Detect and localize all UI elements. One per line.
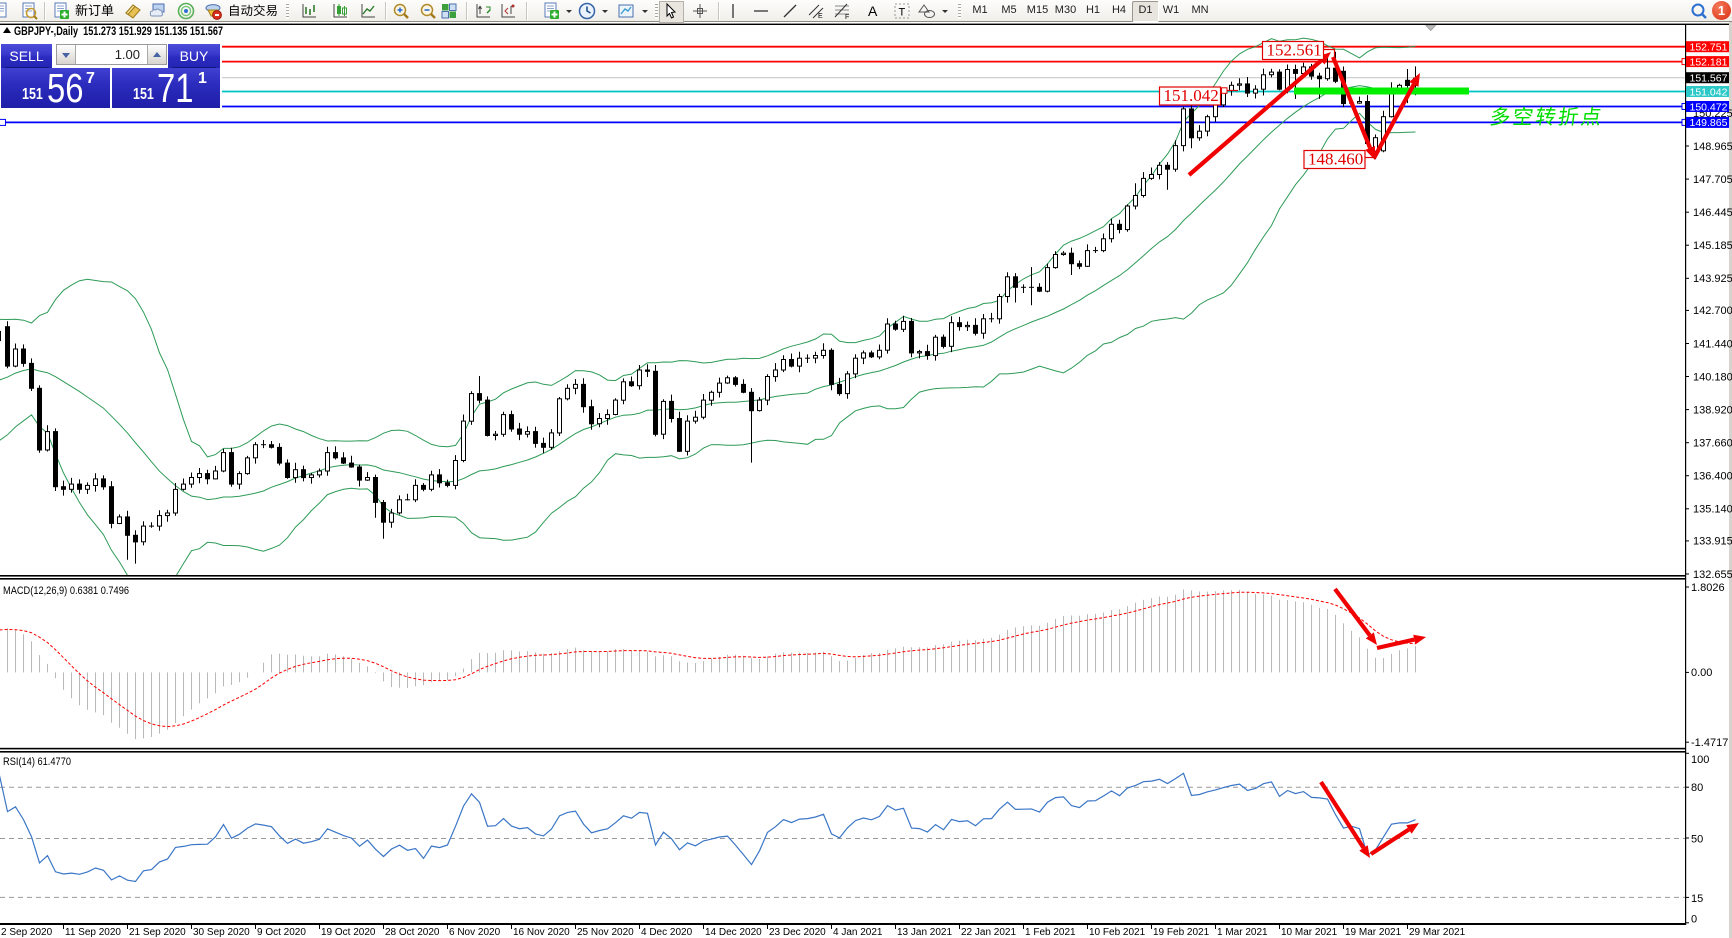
svg-text:1.8026: 1.8026	[1691, 582, 1725, 594]
svg-text:16 Nov 2020: 16 Nov 2020	[513, 927, 570, 938]
svg-text:E: E	[818, 13, 823, 20]
svg-text:25 Nov 2020: 25 Nov 2020	[577, 927, 634, 938]
svg-text:0: 0	[1691, 913, 1697, 925]
svg-text:19 Mar 2021: 19 Mar 2021	[1345, 927, 1402, 938]
svg-text:50: 50	[1691, 833, 1703, 845]
svg-text:21 Sep 2020: 21 Sep 2020	[129, 927, 186, 938]
svg-text:151.042: 151.042	[1690, 86, 1728, 98]
svg-text:6 Nov 2020: 6 Nov 2020	[449, 927, 501, 938]
svg-text:14 Dec 2020: 14 Dec 2020	[705, 927, 762, 938]
svg-text:151.567: 151.567	[1690, 73, 1728, 85]
svg-text:152.181: 152.181	[1690, 56, 1728, 68]
svg-text:149.865: 149.865	[1690, 117, 1728, 129]
svg-text:19 Feb 2021: 19 Feb 2021	[1153, 927, 1210, 938]
svg-text:140.180: 140.180	[1693, 371, 1732, 383]
svg-text:22 Jan 2021: 22 Jan 2021	[961, 927, 1016, 938]
svg-text:145.185: 145.185	[1693, 240, 1732, 252]
svg-text:147.705: 147.705	[1693, 174, 1732, 186]
svg-text:1 Feb 2021: 1 Feb 2021	[1025, 927, 1076, 938]
svg-text:150.472: 150.472	[1690, 101, 1728, 113]
svg-text:-1.4717: -1.4717	[1691, 737, 1728, 749]
svg-text:30 Sep 2020: 30 Sep 2020	[193, 927, 250, 938]
svg-text:80: 80	[1691, 782, 1703, 794]
svg-text:148.965: 148.965	[1693, 141, 1732, 153]
svg-text:T: T	[899, 7, 906, 19]
svg-text:148.460: 148.460	[1308, 150, 1363, 169]
svg-text:152.561: 152.561	[1267, 41, 1322, 60]
svg-text:137.660: 137.660	[1693, 438, 1732, 450]
svg-text:0.00: 0.00	[1691, 667, 1712, 679]
svg-text:100: 100	[1691, 754, 1709, 766]
svg-text:10 Mar 2021: 10 Mar 2021	[1281, 927, 1338, 938]
svg-text:2 Sep 2020: 2 Sep 2020	[1, 927, 53, 938]
svg-text:132.655: 132.655	[1693, 569, 1732, 581]
svg-text:15: 15	[1691, 893, 1703, 905]
svg-text:GBPJPY-,Daily 151.273 151.929: GBPJPY-,Daily 151.273 151.929 151.135 15…	[14, 24, 223, 38]
svg-text:146.445: 146.445	[1693, 207, 1732, 219]
svg-text:F: F	[845, 14, 849, 20]
svg-text:133.915: 133.915	[1693, 536, 1732, 548]
svg-text:143.925: 143.925	[1693, 273, 1732, 285]
svg-text:135.140: 135.140	[1693, 504, 1732, 516]
svg-text:136.400: 136.400	[1693, 471, 1732, 483]
svg-text:28 Oct 2020: 28 Oct 2020	[385, 927, 440, 938]
svg-text:1 Mar 2021: 1 Mar 2021	[1217, 927, 1268, 938]
svg-text:29 Mar 2021: 29 Mar 2021	[1409, 927, 1466, 938]
svg-text:141.440: 141.440	[1693, 338, 1732, 350]
svg-text:142.700: 142.700	[1693, 305, 1732, 317]
svg-text:19 Oct 2020: 19 Oct 2020	[321, 927, 376, 938]
svg-text:151.042: 151.042	[1164, 86, 1219, 105]
svg-text:138.920: 138.920	[1693, 404, 1732, 416]
svg-text:13 Jan 2021: 13 Jan 2021	[897, 927, 952, 938]
svg-text:RSI(14) 61.4770: RSI(14) 61.4770	[3, 756, 71, 768]
svg-text:9 Oct 2020: 9 Oct 2020	[257, 927, 306, 938]
svg-text:23 Dec 2020: 23 Dec 2020	[769, 927, 826, 938]
svg-text:10 Feb 2021: 10 Feb 2021	[1089, 927, 1146, 938]
svg-text:11 Sep 2020: 11 Sep 2020	[65, 927, 121, 938]
svg-text:4 Dec 2020: 4 Dec 2020	[641, 927, 693, 938]
svg-text:152.751: 152.751	[1690, 42, 1728, 54]
svg-text:MACD(12,26,9) 0.6381 0.7496: MACD(12,26,9) 0.6381 0.7496	[3, 585, 129, 597]
svg-text:4 Jan 2021: 4 Jan 2021	[833, 927, 883, 938]
